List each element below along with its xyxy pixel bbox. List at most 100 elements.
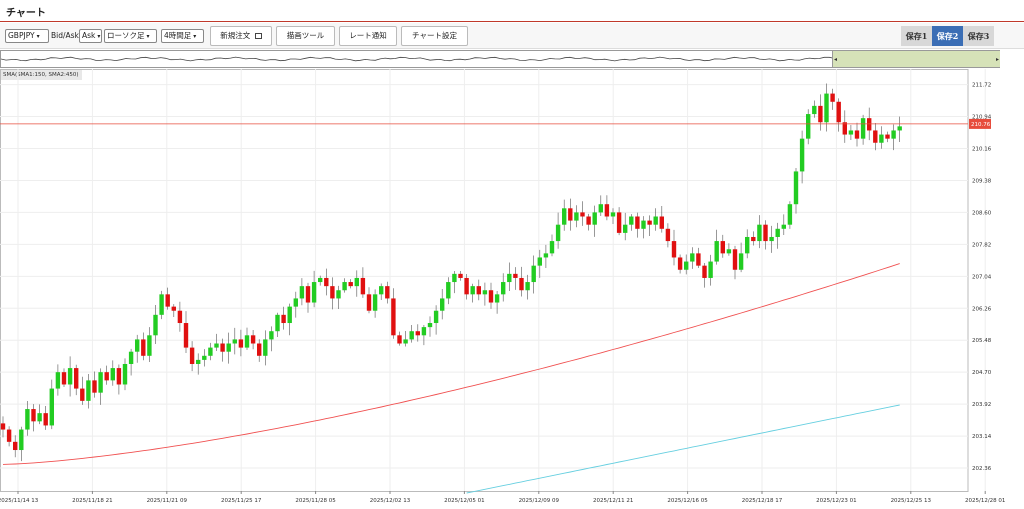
candle-down bbox=[238, 339, 244, 348]
candle-down bbox=[885, 134, 890, 139]
candle-up bbox=[690, 253, 695, 262]
chevron-down-icon: ▾ bbox=[36, 33, 40, 40]
candle-down bbox=[464, 277, 469, 295]
x-tick-label: 2025/12/25 13 bbox=[891, 498, 932, 504]
x-axis: 2025/11/14 13 2025/11/18 21 2025/11/21 09 2… bbox=[0, 491, 1005, 504]
save-slot-2-button[interactable]: 保存2 bbox=[932, 26, 963, 46]
candle-up bbox=[37, 413, 42, 422]
price-chart[interactable]: 210.76 211.72 210.94 210.16 209.38 208.60 207… bbox=[0, 69, 1024, 509]
candle-up bbox=[208, 347, 213, 356]
candle-down bbox=[732, 249, 738, 270]
candle-up bbox=[879, 134, 884, 143]
candle-up bbox=[299, 286, 305, 299]
candle-down bbox=[281, 314, 286, 324]
candle-up bbox=[196, 359, 201, 364]
x-tick-label: 2025/12/02 13 bbox=[370, 498, 411, 504]
candle-up bbox=[897, 126, 902, 131]
rate-alert-button[interactable]: レート通知 bbox=[339, 26, 397, 46]
candle-up bbox=[318, 277, 323, 283]
candle-up bbox=[549, 241, 555, 254]
new-order-button[interactable]: 新規注文 bbox=[210, 26, 272, 46]
candle-up bbox=[226, 343, 231, 352]
candle-down bbox=[580, 212, 585, 217]
candle-up bbox=[501, 282, 506, 295]
save-slot-3-button[interactable]: 保存3 bbox=[963, 26, 994, 46]
chart-toolbar: GBPJPY ▾ Bid/Ask Ask ▾ ローソク足 ▾ 4時間足 ▾ 新規注文 描… bbox=[0, 23, 1024, 49]
candle-down bbox=[360, 277, 366, 295]
candle-up bbox=[812, 105, 817, 115]
candle-up bbox=[452, 273, 457, 283]
candle-down bbox=[305, 286, 311, 303]
save-slot-1-button[interactable]: 保存1 bbox=[901, 26, 932, 46]
y-tick-label: 210.16 bbox=[972, 146, 992, 152]
candle-up bbox=[781, 224, 786, 229]
candle-down bbox=[250, 335, 256, 344]
candle-down bbox=[330, 286, 335, 299]
y-tick-label: 207.82 bbox=[972, 242, 991, 248]
y-tick-label: 209.38 bbox=[972, 178, 992, 184]
left-handle-icon[interactable]: ◂ bbox=[834, 56, 838, 63]
currency-pair-select[interactable]: GBPJPY ▾ bbox=[5, 29, 49, 43]
timeframe-select[interactable]: 4時間足 ▾ bbox=[161, 29, 204, 43]
candle-down bbox=[519, 277, 524, 291]
chevron-down-icon: ▾ bbox=[193, 33, 197, 40]
x-tick-label: 2025/11/28 05 bbox=[295, 498, 336, 504]
candle-down bbox=[348, 282, 353, 287]
candle-down bbox=[324, 277, 329, 287]
candle-down bbox=[385, 286, 390, 299]
candle-down bbox=[0, 423, 6, 430]
candle-up bbox=[49, 388, 54, 426]
chart-settings-button[interactable]: チャート設定 bbox=[401, 26, 468, 46]
candle-down bbox=[61, 372, 67, 385]
navigator-selection[interactable]: ◂ ▸ bbox=[832, 51, 1000, 67]
candle-up bbox=[793, 171, 799, 205]
candle-down bbox=[635, 216, 640, 229]
candle-down bbox=[92, 380, 97, 393]
candle-down bbox=[702, 265, 707, 278]
drawing-tools-button[interactable]: 描画ツール bbox=[276, 26, 335, 46]
candle-down bbox=[116, 368, 122, 385]
sma1-polyline bbox=[2, 263, 900, 465]
plot-frame bbox=[0, 69, 969, 492]
candle-up bbox=[263, 339, 268, 356]
x-tick-label: 2025/11/25 17 bbox=[221, 498, 262, 504]
y-tick-label: 211.72 bbox=[972, 83, 991, 89]
candle-down bbox=[720, 241, 725, 254]
candle-up bbox=[232, 339, 237, 344]
candle-down bbox=[818, 105, 823, 123]
candle-up bbox=[824, 93, 829, 123]
y-tick-label: 203.92 bbox=[972, 402, 991, 408]
candle-up bbox=[269, 331, 274, 340]
currency-pair-value: GBPJPY bbox=[8, 31, 35, 40]
candle-down bbox=[873, 130, 878, 143]
candle-down bbox=[513, 273, 518, 278]
x-tick-label: 2025/12/16 05 bbox=[667, 498, 708, 504]
timeframe-value: 4時間足 bbox=[164, 31, 192, 40]
price-type-select[interactable]: Ask ▾ bbox=[79, 29, 102, 43]
right-handle-icon[interactable]: ▸ bbox=[995, 56, 999, 63]
candle-down bbox=[458, 273, 463, 278]
candle-up bbox=[860, 118, 866, 139]
sma2-line bbox=[466, 404, 900, 494]
current-price-value: 210.76 bbox=[971, 122, 991, 128]
candle-up bbox=[354, 277, 359, 287]
candle-type-select[interactable]: ローソク足 ▾ bbox=[104, 29, 157, 43]
chart-navigator[interactable]: ◂ ▸ bbox=[0, 50, 1000, 68]
candle-down bbox=[696, 253, 701, 266]
grid-lines bbox=[0, 69, 986, 492]
candle-up bbox=[757, 224, 762, 242]
candle-up bbox=[708, 261, 713, 278]
candle-down bbox=[74, 368, 79, 389]
candle-up bbox=[159, 294, 164, 315]
chevron-down-icon: ▾ bbox=[146, 33, 150, 40]
candle-up bbox=[769, 236, 774, 242]
candle-down bbox=[854, 130, 860, 139]
candle-up bbox=[598, 204, 603, 213]
candle-up bbox=[653, 216, 658, 225]
current-price-tag bbox=[969, 118, 991, 129]
candle-down bbox=[43, 413, 48, 426]
window-icon bbox=[254, 33, 262, 39]
candle-down bbox=[104, 372, 109, 381]
candle-down bbox=[867, 118, 872, 131]
candle-up bbox=[537, 257, 542, 266]
